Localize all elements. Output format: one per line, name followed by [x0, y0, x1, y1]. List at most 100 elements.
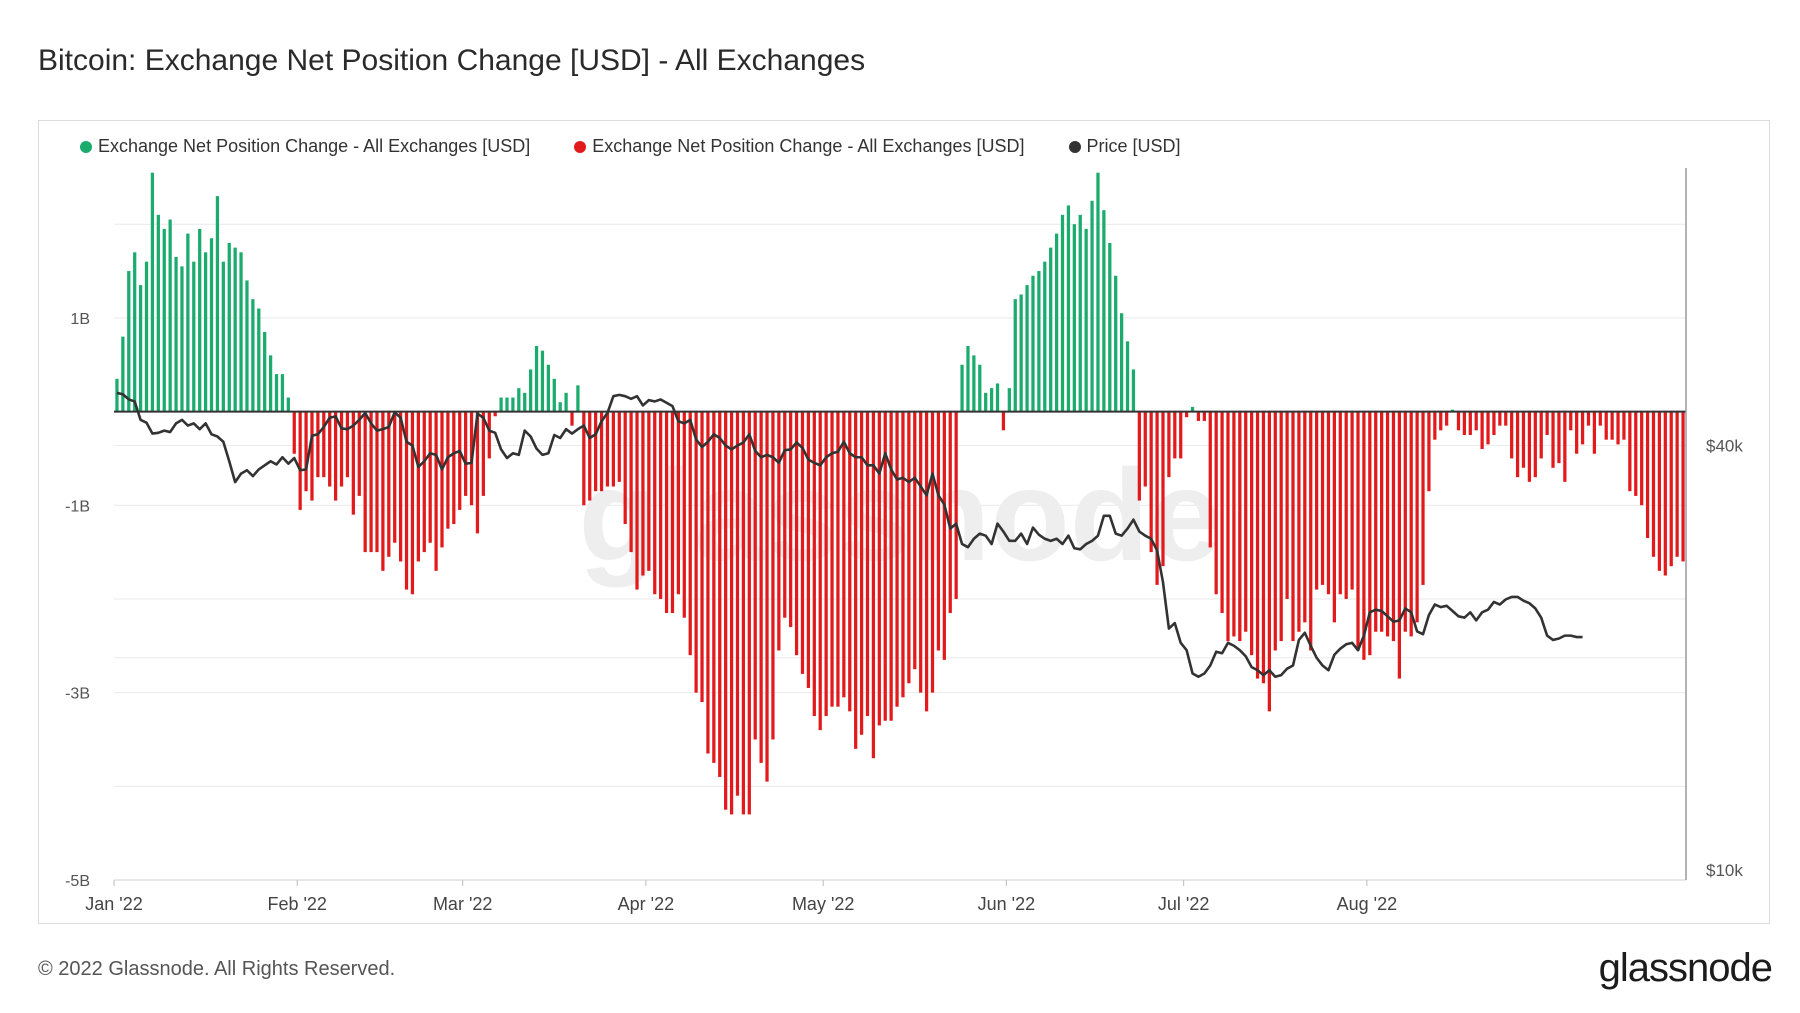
bar-negative [1291, 411, 1295, 642]
legend-item-outflow[interactable]: Exchange Net Position Change - All Excha… [574, 136, 1025, 157]
bar-negative [936, 411, 941, 651]
legend-item-price[interactable]: Price [USD] [1068, 136, 1181, 157]
bar-negative [842, 411, 846, 698]
bar-positive [984, 392, 988, 412]
bar-negative [345, 411, 350, 478]
bar-negative [747, 411, 751, 815]
bar-positive [1054, 233, 1059, 412]
bar-negative [1539, 411, 1543, 459]
bar-positive [1131, 369, 1136, 412]
bar-positive [138, 285, 143, 412]
bar-negative [1533, 411, 1537, 478]
bar-negative [694, 411, 698, 693]
legend-item-inflow[interactable]: Exchange Net Position Change - All Excha… [80, 136, 530, 157]
bar-negative [328, 411, 332, 487]
bar-negative [1598, 411, 1602, 426]
bar-negative [688, 411, 692, 656]
bar-negative [1498, 411, 1502, 426]
bar-negative [741, 411, 746, 815]
copyright-text: © 2022 Glassnode. All Rights Reserved. [38, 958, 396, 980]
bar-negative [404, 411, 409, 590]
bar-negative [1320, 411, 1325, 585]
bar-negative [611, 411, 615, 487]
y-tick-label: -1B [65, 498, 90, 515]
bar-negative [948, 411, 952, 613]
bar-positive [1090, 200, 1094, 412]
bar-negative [877, 411, 881, 726]
bar-negative [1634, 411, 1638, 496]
bar-negative [883, 411, 887, 721]
bar-negative [1137, 411, 1141, 501]
bar-negative [1622, 411, 1626, 440]
bar-negative [1409, 411, 1413, 637]
bar-negative [765, 411, 769, 782]
bar-negative [605, 411, 610, 487]
bar-positive [150, 172, 155, 412]
bar-negative [1610, 411, 1614, 440]
bar-positive [168, 219, 172, 412]
y-tick-label: -5B [65, 873, 90, 890]
bar-negative [942, 411, 946, 660]
bar-negative [1226, 411, 1230, 642]
bar-negative [824, 411, 828, 717]
bar-negative [1439, 411, 1443, 431]
bar-negative [1415, 411, 1419, 623]
bar-positive [529, 369, 533, 412]
bar-negative [1179, 411, 1183, 459]
bar-negative [1657, 411, 1662, 571]
bar-negative [1338, 411, 1342, 595]
bar-positive [1072, 224, 1076, 412]
bar-negative [1238, 411, 1242, 642]
bar-negative [771, 411, 775, 740]
bar-positive [133, 252, 137, 412]
bar-negative [369, 411, 373, 553]
bar-negative [333, 411, 338, 501]
bar-negative [706, 411, 710, 754]
bar-negative [1421, 411, 1425, 585]
bar-negative [700, 411, 704, 702]
bar-negative [594, 411, 598, 492]
bar-negative [322, 411, 326, 478]
bar-positive [576, 385, 580, 412]
bar-negative [363, 411, 367, 553]
bar-negative [930, 411, 935, 693]
bar-negative [1368, 411, 1372, 656]
bar-negative [1569, 411, 1573, 431]
bar-negative [381, 411, 385, 571]
bar-negative [1645, 411, 1650, 539]
bar-negative [800, 411, 805, 674]
bar-negative [659, 411, 663, 599]
bar-positive [1125, 341, 1130, 412]
bar-negative [393, 411, 397, 543]
bar-negative [854, 411, 858, 749]
bar-negative [1161, 411, 1165, 567]
bar-negative [1592, 411, 1597, 454]
bar-negative [582, 411, 586, 506]
bar-negative [1267, 411, 1271, 712]
bar-positive [263, 331, 267, 412]
bar-positive [1096, 172, 1100, 412]
watermark-text: glassnode [579, 442, 1222, 588]
bar-positive [989, 388, 994, 412]
y-tick-label: -3B [65, 686, 90, 703]
y-right-tick-label: $40k [1706, 437, 1743, 456]
legend-label-inflow: Exchange Net Position Change - All Excha… [98, 136, 531, 156]
bar-positive [978, 364, 982, 412]
glassnode-logo[interactable]: glassnode [1598, 946, 1773, 990]
bar-negative [440, 411, 444, 548]
bar-negative [1669, 411, 1673, 567]
bar-positive [127, 271, 131, 412]
bar-negative [1575, 411, 1579, 454]
bar-positive [1078, 214, 1082, 412]
bar-negative [1285, 411, 1289, 599]
bar-positive [1066, 205, 1071, 412]
bar-positive [251, 299, 255, 412]
x-tick-label: Aug '22 [1337, 894, 1398, 914]
bar-negative [1255, 411, 1260, 679]
chart-title: Bitcoin: Exchange Net Position Change [U… [38, 44, 866, 77]
bar-positive [534, 346, 539, 412]
bar-negative [1297, 411, 1301, 632]
bar-positive [162, 228, 166, 412]
bar-negative [1628, 411, 1632, 492]
